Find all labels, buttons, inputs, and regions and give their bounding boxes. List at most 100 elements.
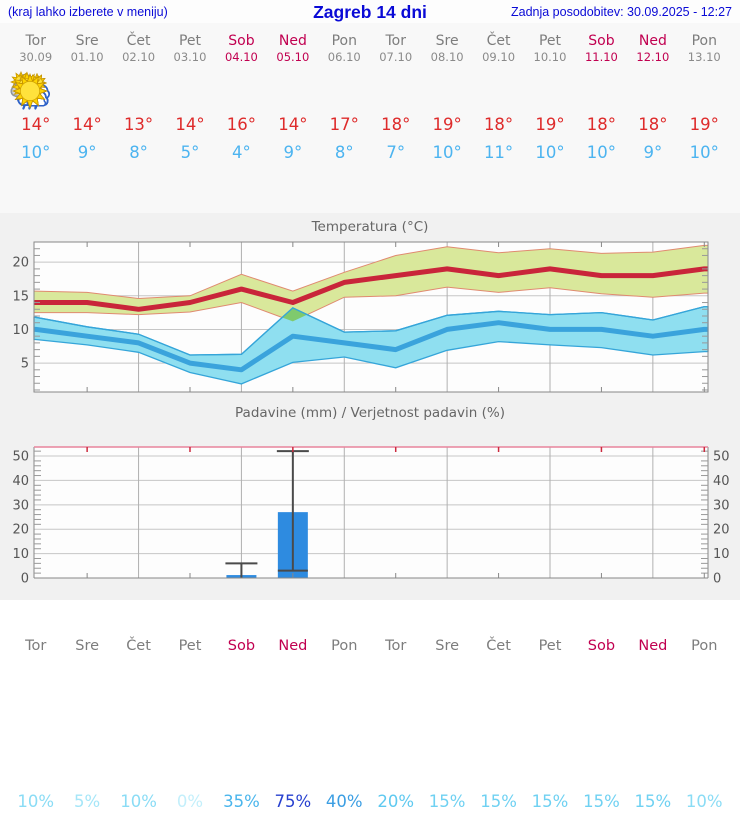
day-name-label: Sob	[587, 638, 616, 654]
day-column[interactable]: Čet 02.10	[113, 33, 164, 64]
day-column[interactable]: Pet 03.10	[164, 33, 215, 64]
day-name-label: Ned	[278, 33, 307, 49]
day-name-label: Čet	[486, 33, 511, 49]
day-date-label: 01.10	[70, 50, 104, 64]
svg-text:30: 30	[12, 498, 29, 513]
day-name-label: Sre	[75, 33, 99, 49]
day-name-label: Sre	[435, 33, 459, 49]
day-column[interactable]: Pet 10.10	[524, 33, 575, 64]
high-temp-value: 13°	[123, 115, 154, 134]
precip-probability-value: 15%	[531, 792, 569, 811]
day-column[interactable]: Sob 04.10	[216, 33, 267, 64]
day-column[interactable]: Tor 30.09	[10, 33, 61, 64]
day-date-label: 13.10	[687, 50, 721, 64]
day-date-label: 06.10	[327, 50, 361, 64]
svg-text:40: 40	[713, 474, 730, 489]
low-temp-value: 10°	[535, 143, 565, 162]
day-name-label: Tor	[25, 638, 47, 654]
day-name-label: Ned	[638, 33, 667, 49]
day-name-label: Tor	[25, 33, 46, 49]
day-name-label: Pon	[331, 33, 357, 49]
day-column[interactable]: Sob 11.10	[576, 33, 627, 64]
svg-text:5: 5	[21, 357, 29, 372]
high-temp-value: 14°	[175, 115, 205, 134]
day-column[interactable]: Sre 01.10	[61, 33, 112, 64]
precip-day-label: Sob	[216, 638, 267, 655]
day-name-label: Tor	[385, 33, 406, 49]
high-temp-value: 18°	[586, 115, 617, 134]
low-temp-value: 11°	[483, 143, 514, 162]
temperature-chart-title: Temperatura (°C)	[311, 219, 429, 235]
day-name-label: Tor	[385, 638, 407, 654]
svg-text:10: 10	[12, 547, 29, 562]
precip-probability-value: 20%	[377, 792, 415, 811]
precip-day-label: Pon	[679, 638, 730, 655]
day-name-label: Pon	[331, 638, 358, 654]
low-temp-value: 9°	[283, 143, 303, 162]
precipitation-chart-title: Padavine (mm) / Verjetnost padavin (%)	[235, 405, 505, 421]
day-name-label: Sob	[227, 638, 256, 654]
high-temp-value: 18°	[638, 115, 668, 134]
precipitation-chart: 0 0 10 10 20 20 30 30 40 40 50 50	[12, 446, 730, 587]
precip-probability-value: 40%	[325, 792, 363, 811]
high-temp-value: 19°	[432, 115, 462, 134]
page-title: Zagreb 14 dni	[313, 2, 427, 22]
high-temp-value: 19°	[535, 115, 565, 134]
day-column[interactable]: Čet 09.10	[473, 33, 524, 64]
precip-probability-value: 10%	[685, 792, 723, 811]
precip-day-label: Sre	[421, 638, 472, 655]
low-temp-value: 10°	[689, 143, 719, 162]
day-column[interactable]: Pon 06.10	[319, 33, 370, 64]
location-hint: (kraj lahko izberete v meniju)	[8, 5, 168, 19]
sun-icon	[12, 73, 48, 109]
low-temp-value: 10°	[586, 143, 617, 162]
svg-text:10: 10	[713, 547, 730, 562]
precip-day-label: Tor	[10, 638, 61, 655]
precip-day-label: Pet	[164, 638, 215, 655]
day-date-label: 08.10	[430, 50, 464, 64]
svg-text:0: 0	[713, 572, 721, 587]
svg-text:20: 20	[12, 256, 29, 271]
high-temp-value: 14°	[278, 115, 308, 134]
day-column[interactable]: Tor 07.10	[370, 33, 421, 64]
precip-probability-value: 10%	[120, 792, 157, 811]
day-column[interactable]: Ned 12.10	[627, 33, 678, 64]
precip-probability-value: 15%	[583, 792, 620, 811]
precip-day-label: Ned	[267, 638, 318, 655]
day-date-label: 10.10	[533, 50, 567, 64]
day-name-label: Ned	[638, 638, 668, 654]
svg-text:20: 20	[12, 523, 29, 538]
low-temp-value: 9°	[77, 143, 97, 162]
day-name-label: Sob	[588, 33, 615, 49]
svg-text:40: 40	[12, 474, 29, 489]
days-row: Tor 30.09 Sre 01.10 Čet 02.10 Pet 03.10 Sob 04.10…	[10, 33, 730, 64]
precip-day-label: Pon	[319, 638, 370, 655]
svg-text:10: 10	[12, 323, 29, 338]
temperature-chart: 5 10 15 20	[12, 241, 709, 393]
day-name-label: Čet	[126, 33, 151, 49]
day-name-label: Pet	[178, 33, 202, 49]
high-temp-value: 14°	[72, 115, 102, 134]
day-date-label: 12.10	[636, 50, 670, 64]
precip-probability-value: 35%	[223, 792, 260, 811]
low-temp-value: 4°	[232, 143, 251, 162]
day-name-label: Čet	[486, 638, 511, 654]
svg-text:0: 0	[21, 572, 29, 587]
high-temp-value: 16°	[226, 115, 257, 134]
precip-day-label: Čet	[113, 638, 164, 655]
low-temp-value: 5°	[180, 143, 200, 162]
high-temps-row: 14° 14° 13° 14° 16° 14° 17° 18° 19° 18° 19° 18° 18° 1…	[10, 112, 730, 138]
day-date-label: 03.10	[173, 50, 207, 64]
day-column[interactable]: Pon 13.10	[679, 33, 730, 64]
day-column[interactable]: Ned 05.10	[267, 33, 318, 64]
day-name-label: Pet	[178, 638, 202, 654]
high-temp-value: 18°	[381, 115, 411, 134]
low-temps-row: 10° 9° 8° 5° 4° 9° 8° 7° 10° 11° 10° 10° 9° 10°	[10, 140, 730, 166]
precip-days-row: Tor Sre Čet Pet Sob Ned Pon Tor Sre Čet Pet Sob Ned P…	[10, 638, 730, 655]
precip-probability-value: 10%	[17, 792, 55, 811]
last-update: Zadnja posodobitev: 30.09.2025 - 12:27	[510, 5, 732, 19]
day-column[interactable]: Sre 08.10	[421, 33, 472, 64]
precip-day-label: Pet	[524, 638, 575, 655]
precip-probability-value: 75%	[274, 792, 312, 811]
